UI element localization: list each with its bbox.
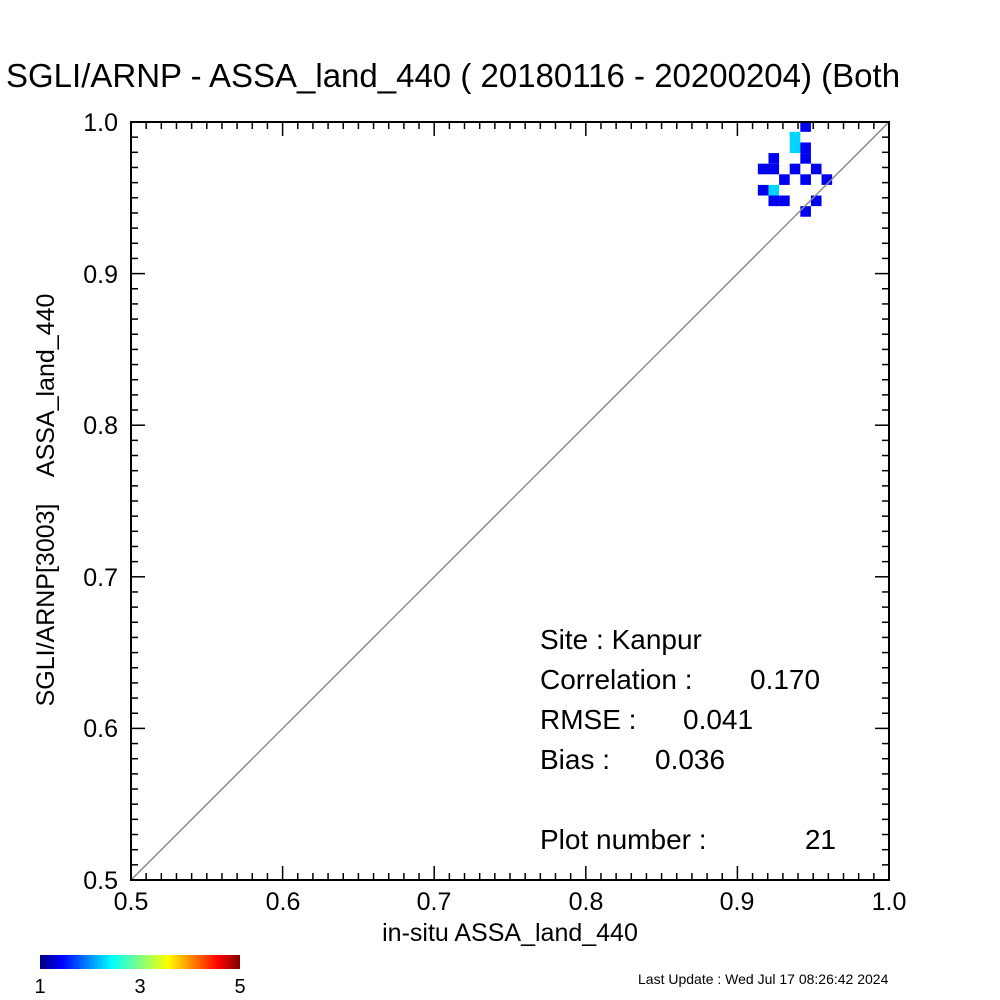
density-cell [768, 153, 780, 164]
rmse-label: RMSE : [540, 704, 636, 735]
x-tick-label: 0.9 [720, 888, 755, 916]
bias-value: 0.036 [655, 744, 725, 775]
x-axis-label: in-situ ASSA_land_440 [382, 919, 638, 947]
density-cell [800, 121, 811, 132]
correlation-label: Correlation : [540, 664, 693, 695]
density-cell [789, 131, 801, 143]
x-tick-label: 0.8 [569, 888, 604, 916]
site-label: Site : Kanpur [540, 624, 702, 655]
density-cell [757, 184, 769, 196]
density-cell [810, 163, 822, 175]
one-to-one-line [130, 121, 890, 881]
colorbar-tick-label: 5 [234, 976, 245, 998]
x-tick-label: 1.0 [872, 888, 907, 916]
rmse-value: 0.041 [683, 704, 753, 735]
x-tick-label: 0.7 [417, 888, 452, 916]
y-tick-label: 0.8 [83, 412, 118, 440]
y-tick-label: 0.7 [83, 564, 118, 592]
density-cell [800, 206, 811, 217]
y-tick-label: 0.9 [83, 261, 118, 289]
colorbar-tick-label: 3 [134, 976, 145, 998]
density-cells [757, 121, 833, 217]
density-cell [810, 195, 822, 207]
density-cell [789, 142, 801, 154]
density-cell [768, 195, 780, 207]
density-cell [779, 195, 790, 207]
density-cell [821, 174, 833, 185]
bias-label: Bias : [540, 744, 610, 775]
y-tick-label: 0.6 [83, 715, 118, 743]
y-axis-label: SGLI/ARNP[3003] ASSA_land_440 [32, 294, 60, 707]
density-cell [757, 163, 769, 175]
density-cell [800, 153, 811, 164]
x-tick-label: 0.6 [266, 888, 301, 916]
density-cell [768, 184, 780, 196]
y-tick-label: 0.5 [83, 867, 118, 895]
colorbar-tick-label: 1 [34, 976, 45, 998]
density-cell [789, 163, 801, 175]
plot-number-label: Plot number : [540, 824, 707, 855]
plot-number-value: 21 [805, 824, 836, 855]
colorbar [40, 955, 240, 969]
density-cell [800, 174, 811, 185]
x-tick-label: 0.5 [114, 888, 149, 916]
density-cell [768, 163, 780, 175]
correlation-value: 0.170 [750, 664, 820, 695]
density-cell [779, 174, 790, 185]
density-cell [800, 142, 811, 154]
y-tick-label: 1.0 [83, 109, 118, 137]
last-update-text: Last Update : Wed Jul 17 08:26:42 2024 [638, 971, 889, 987]
axis-ticks [130, 121, 890, 881]
chart-title: SGLI/ARNP - ASSA_land_440 ( 20180116 - 2… [6, 57, 900, 94]
